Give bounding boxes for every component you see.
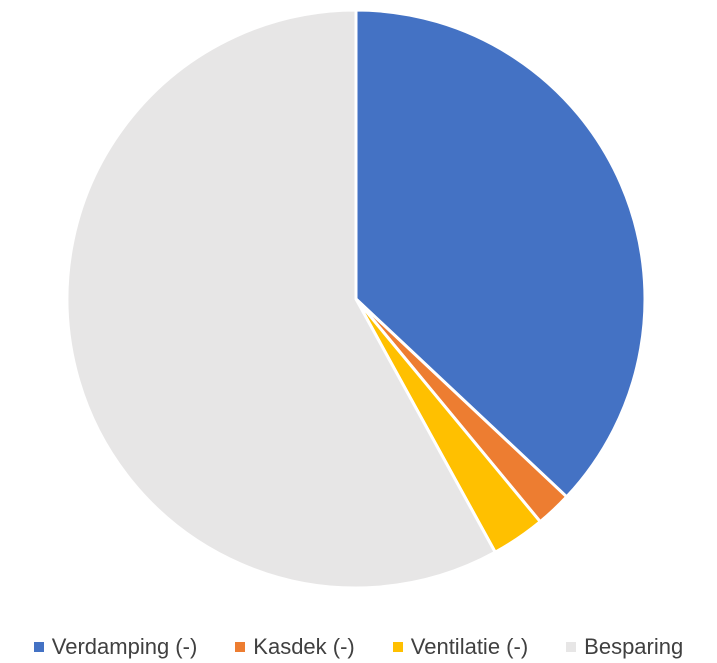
legend-swatch-3	[566, 641, 577, 652]
pie-slice-3	[65, 8, 497, 590]
legend-item-0: Verdamping (-)	[33, 633, 198, 660]
pie-slice-0	[354, 8, 647, 499]
legend-label-1: Kasdek (-)	[253, 633, 355, 659]
legend: Verdamping (-) Kasdek (-) Ventilatie (-) Be…	[0, 630, 717, 663]
legend-swatch-2	[392, 641, 403, 652]
legend-item-3: Besparing	[566, 634, 683, 660]
legend-item-2: Ventilatie (-)	[392, 633, 529, 660]
legend-label-0: Verdamping (-)	[51, 633, 198, 659]
legend-label-2: Ventilatie (-)	[410, 633, 529, 659]
legend-item-1: Kasdek (-)	[235, 633, 355, 660]
pie-plot-area	[65, 8, 647, 590]
legend-swatch-0	[33, 641, 44, 652]
legend-label-3: Besparing	[584, 633, 684, 659]
legend-swatch-1	[235, 641, 246, 652]
